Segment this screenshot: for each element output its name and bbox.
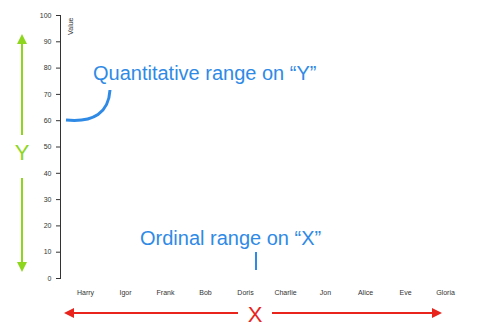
svg-text:Charlie: Charlie [274,289,296,296]
svg-text:90: 90 [44,38,52,45]
svg-text:30: 30 [44,196,52,203]
svg-text:100: 100 [40,12,52,19]
svg-text:50: 50 [44,143,52,150]
svg-text:X: X [248,302,263,327]
svg-text:0: 0 [48,275,52,282]
svg-text:10: 10 [44,248,52,255]
svg-text:Bob: Bob [199,289,212,296]
svg-text:20: 20 [44,222,52,229]
svg-text:Igor: Igor [119,289,132,297]
svg-text:70: 70 [44,91,52,98]
svg-text:60: 60 [44,117,52,124]
svg-text:40: 40 [44,170,52,177]
svg-text:Jon: Jon [320,289,331,296]
svg-text:Gloria: Gloria [436,289,455,296]
svg-text:Quantitative range on “Y”: Quantitative range on “Y” [93,62,316,84]
svg-text:Eve: Eve [399,289,411,296]
svg-text:Ordinal range on “X”: Ordinal range on “X” [140,227,321,249]
svg-text:Doris: Doris [237,289,254,296]
svg-text:Frank: Frank [157,289,175,296]
svg-text:80: 80 [44,64,52,71]
svg-text:Alice: Alice [358,289,373,296]
svg-text:Harry: Harry [77,289,95,297]
svg-text:Value: Value [67,17,74,34]
svg-text:Y: Y [15,140,30,165]
